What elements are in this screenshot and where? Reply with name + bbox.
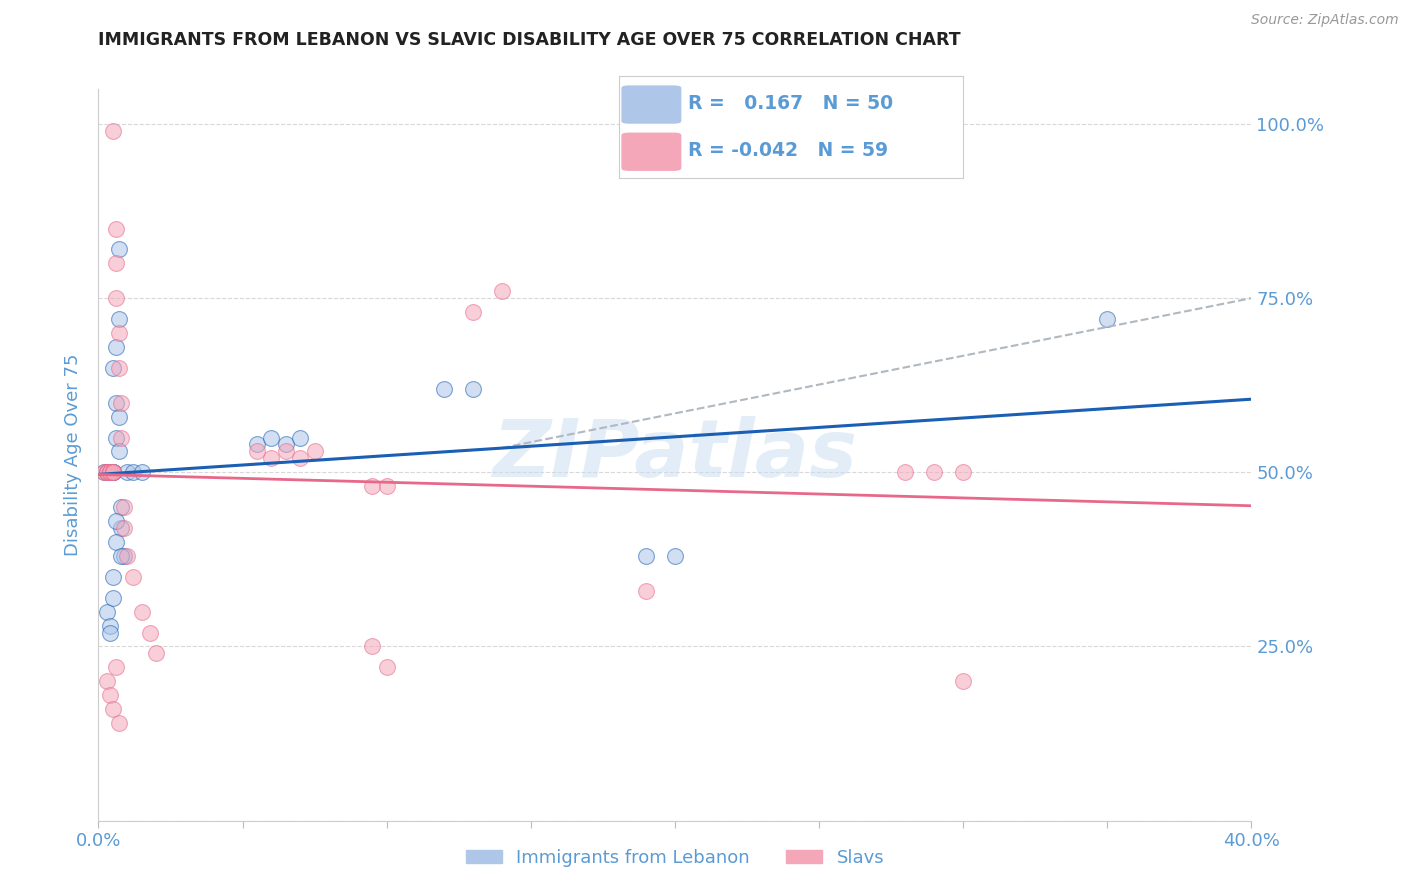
Point (110, 521, 132, 535)
Point (131, 466, 153, 480)
Text: R =   0.167   N = 50: R = 0.167 N = 50 (688, 94, 893, 113)
Point (101, 570, 124, 584)
Point (96, 674, 118, 689)
Point (96, 466, 118, 480)
Point (101, 466, 124, 480)
Point (107, 716, 129, 731)
Point (107, 409, 129, 424)
Point (104, 514, 127, 528)
Point (112, 549, 135, 563)
Point (636, 583, 658, 598)
Point (93, 466, 115, 480)
Point (101, 466, 124, 480)
Text: IMMIGRANTS FROM LEBANON VS SLAVIC DISABILITY AGE OVER 75 CORRELATION CHART: IMMIGRANTS FROM LEBANON VS SLAVIC DISABI… (98, 31, 962, 49)
Point (98, 466, 121, 480)
Point (104, 535, 127, 549)
Point (98, 466, 121, 480)
Point (107, 444, 129, 458)
Point (260, 430, 283, 444)
Point (104, 430, 127, 444)
Text: ZIPatlas: ZIPatlas (492, 416, 858, 494)
Point (101, 466, 124, 480)
FancyBboxPatch shape (621, 87, 681, 123)
Point (375, 660, 398, 674)
Point (952, 674, 974, 689)
Point (110, 430, 132, 444)
Point (461, 305, 484, 319)
Text: Source: ZipAtlas.com: Source: ZipAtlas.com (1251, 13, 1399, 28)
Point (491, 284, 513, 298)
Point (117, 549, 139, 563)
Point (101, 360, 124, 375)
Point (664, 549, 686, 563)
Point (93, 466, 115, 480)
Point (98, 466, 121, 480)
Point (98, 466, 121, 480)
Legend: Immigrants from Lebanon, Slavs: Immigrants from Lebanon, Slavs (458, 841, 891, 874)
Point (104, 340, 127, 354)
Point (104, 221, 127, 235)
Point (922, 466, 945, 480)
Point (101, 591, 124, 605)
Point (375, 479, 398, 493)
Point (1097, 312, 1119, 326)
Text: R = -0.042   N = 59: R = -0.042 N = 59 (688, 141, 887, 161)
Point (110, 549, 132, 563)
Point (246, 444, 269, 458)
Point (290, 430, 312, 444)
Point (461, 382, 484, 396)
Point (260, 451, 283, 466)
FancyBboxPatch shape (621, 133, 681, 170)
Point (96, 466, 118, 480)
Point (433, 382, 456, 396)
Point (361, 640, 384, 654)
Point (101, 466, 124, 480)
Point (894, 466, 917, 480)
Point (107, 243, 129, 257)
Point (104, 395, 127, 409)
Point (96, 466, 118, 480)
Point (107, 312, 129, 326)
Point (101, 466, 124, 480)
Point (104, 660, 127, 674)
Point (101, 702, 124, 716)
Point (107, 326, 129, 340)
Point (107, 360, 129, 375)
Point (274, 444, 297, 458)
Point (361, 479, 384, 493)
Point (98, 618, 121, 632)
Point (104, 256, 127, 270)
Point (101, 466, 124, 480)
Point (304, 444, 326, 458)
Point (96, 605, 118, 619)
Point (98, 625, 121, 640)
Point (98, 466, 121, 480)
Point (96, 466, 118, 480)
Point (145, 647, 167, 661)
Point (98, 688, 121, 702)
Point (952, 466, 974, 480)
Point (290, 451, 312, 466)
Point (110, 500, 132, 515)
Point (122, 570, 145, 584)
Point (110, 395, 132, 409)
Y-axis label: Disability Age Over 75: Disability Age Over 75 (65, 353, 83, 557)
Point (122, 466, 145, 480)
Point (112, 521, 135, 535)
Point (104, 291, 127, 305)
Point (274, 437, 297, 451)
Point (131, 605, 153, 619)
Point (96, 466, 118, 480)
Point (636, 549, 658, 563)
Point (98, 466, 121, 480)
Point (117, 466, 139, 480)
Point (101, 466, 124, 480)
Point (246, 437, 269, 451)
Point (112, 500, 135, 515)
Point (139, 625, 162, 640)
Point (101, 124, 124, 138)
